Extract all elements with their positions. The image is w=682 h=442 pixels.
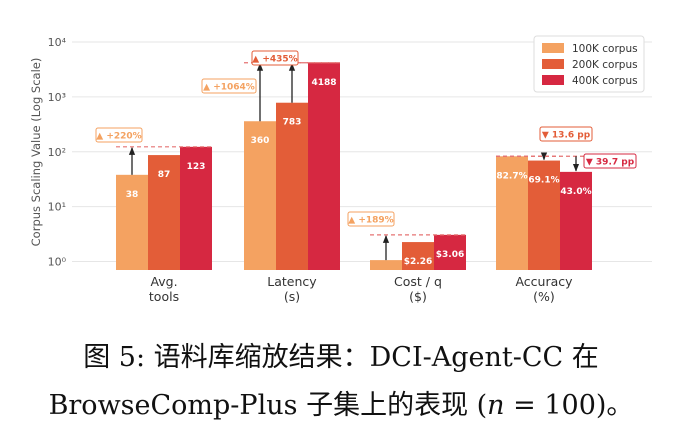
bar <box>116 174 148 270</box>
annotation-text: ▲ +220% <box>96 132 141 142</box>
bar <box>180 146 212 270</box>
legend-swatch <box>542 75 564 85</box>
corpus-scaling-chart: 10⁰ 10¹ 10² 10³ 10⁴ Corpus Scaling Value (Log… <box>29 34 652 304</box>
y-tick-label: 10³ <box>48 91 66 104</box>
x-tick-label: tools <box>149 289 179 304</box>
legend-label: 200K corpus <box>572 59 638 71</box>
x-tick-label: Avg. <box>150 274 177 289</box>
bar-value-label: 43.0% <box>560 187 591 197</box>
bar-value-label: 87 <box>158 170 171 180</box>
bar <box>402 242 434 270</box>
bar <box>560 171 592 270</box>
y-tick-label: 10⁰ <box>48 256 67 269</box>
bar <box>434 234 466 270</box>
bar <box>276 102 308 270</box>
annotation-badge <box>583 153 637 169</box>
bar-value-label: 69.1% <box>528 176 559 186</box>
bar-value-label: 4188 <box>311 78 336 88</box>
bar <box>148 155 180 270</box>
annotation-badge <box>201 78 257 94</box>
legend-label: 400K corpus <box>572 75 638 87</box>
y-axis-label: Corpus Scaling Value (Log Scale) <box>29 58 43 247</box>
y-tick-label: 10¹ <box>48 201 66 214</box>
bar <box>528 160 560 270</box>
annotation-text: ▼ 13.6 pp <box>542 131 591 141</box>
bar-value-label: 783 <box>283 118 302 128</box>
bar-value-label: 82.7% <box>496 171 527 181</box>
bar-value-label: 360 <box>251 136 270 146</box>
figure-caption-line-1: 图 5: 语料库缩放结果：DCI-Agent-CC 在 <box>83 342 599 373</box>
x-tick-label: Latency <box>267 274 317 289</box>
x-tick-label: ($) <box>409 289 427 304</box>
y-tick-label: 10² <box>48 146 66 159</box>
figure-caption-line-2: BrowseComp-Plus 子集上的表现 (𝑛 = 100)。 <box>48 390 634 421</box>
annotation-badge <box>95 127 143 143</box>
annotation-text: ▲ +189% <box>348 216 393 226</box>
bar <box>244 121 276 270</box>
legend-swatch <box>542 43 564 53</box>
annotation-text: ▲ +435% <box>252 55 297 65</box>
bar-value-label: 123 <box>187 162 206 172</box>
annotation-badge <box>347 211 395 227</box>
bar-value-label: $3.06 <box>436 250 464 260</box>
x-tick-label: (%) <box>533 289 555 304</box>
bar <box>496 156 528 270</box>
annotation-text: ▲ +1064% <box>203 83 255 93</box>
bar <box>370 260 402 270</box>
x-tick-label: (s) <box>284 289 300 304</box>
x-tick-label: Accuracy <box>515 274 573 289</box>
x-tick-label: Cost / q <box>394 274 442 289</box>
annotation-text: ▼ 39.7 pp <box>586 158 635 168</box>
annotation-badge <box>539 126 593 142</box>
legend-swatch <box>542 59 564 69</box>
bar-value-label: $2.26 <box>404 257 432 267</box>
bar-value-label: 38 <box>126 190 139 200</box>
y-tick-label: 10⁴ <box>48 36 67 49</box>
annotation-badge <box>251 50 299 66</box>
bar <box>308 62 340 270</box>
bar-value-label: $1.06 <box>372 275 400 285</box>
legend-label: 100K corpus <box>572 43 638 55</box>
